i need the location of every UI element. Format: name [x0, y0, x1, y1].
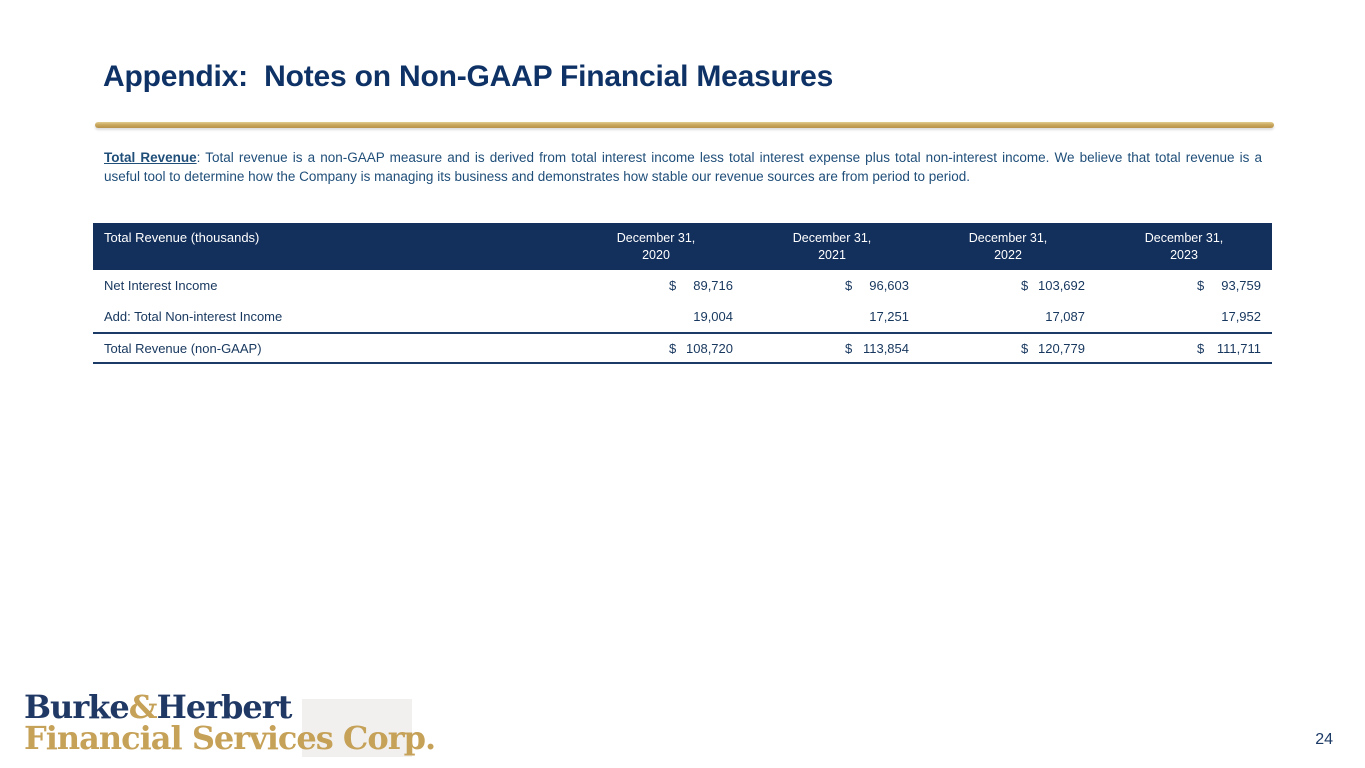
row-label: Add: Total Non-interest Income [104, 309, 283, 324]
currency-symbol: $ [1197, 278, 1205, 293]
cell: 17,251 [744, 309, 920, 324]
cell-value: 17,952 [1221, 309, 1261, 324]
logo-herbert: Herbert [156, 688, 293, 726]
cell: $120,779 [920, 341, 1096, 356]
cell: $89,716 [568, 278, 744, 293]
cell: 17,087 [920, 309, 1096, 324]
currency-symbol: $ [669, 340, 677, 356]
cell: 19,004 [568, 309, 744, 324]
currency-symbol: $ [845, 278, 853, 293]
page-number: 24 [1315, 731, 1333, 748]
logo-ampersand: & [128, 688, 158, 726]
currency-symbol: $ [1021, 340, 1029, 356]
column-header-line2: 2022 [994, 247, 1022, 262]
column-header-line1: December 31, [1144, 231, 1224, 245]
total-revenue-table: Total Revenue (thousands) December 31, 2… [93, 223, 1272, 364]
table-row-total-revenue: Total Revenue (non-GAAP) $108,720 $113,8… [93, 332, 1272, 364]
row-label: Net Interest Income [104, 278, 218, 293]
cell: $93,759 [1096, 278, 1272, 293]
cell: 17,952 [1096, 309, 1272, 324]
column-header-line1: December 31, [968, 231, 1048, 245]
company-logo: Burke&Herbert Financial Services Corp. [24, 691, 436, 757]
cell-value: 108,720 [686, 340, 733, 356]
table-header-row: Total Revenue (thousands) December 31, 2… [93, 223, 1272, 270]
cell-value: 17,251 [869, 309, 909, 324]
column-header-line1: December 31, [616, 231, 696, 245]
slide-title: Appendix: Notes on Non-GAAP Financial Me… [103, 60, 834, 93]
note-lead: Total Revenue [104, 150, 197, 165]
cell-value: 120,779 [1038, 340, 1085, 356]
currency-symbol: $ [669, 278, 677, 293]
currency-symbol: $ [845, 340, 853, 356]
column-header-line1: December 31, [792, 231, 872, 245]
cell-value: 113,854 [862, 340, 909, 356]
cell-value: 96,603 [869, 278, 909, 293]
row-label: Total Revenue (non-GAAP) [104, 340, 262, 356]
cell-value: 93,759 [1221, 278, 1261, 293]
logo-burke: Burke [24, 688, 130, 726]
logo-line2: Financial Services Corp. [24, 719, 436, 757]
cell: $103,692 [920, 278, 1096, 293]
column-header-2020: December 31, 2020 [568, 223, 744, 270]
note-paragraph: Total Revenue: Total revenue is a non-GA… [104, 149, 1262, 186]
cell: $96,603 [744, 278, 920, 293]
cell-value: 89,716 [693, 278, 733, 293]
table-row-non-interest-income: Add: Total Non-interest Income 19,004 17… [93, 301, 1272, 332]
cell-value: 19,004 [693, 309, 733, 324]
column-header-line2: 2021 [818, 247, 846, 262]
logo-line1: Burke&Herbert [24, 691, 435, 723]
logo-background-artifact [302, 699, 412, 757]
table-header-label: Total Revenue (thousands) [104, 230, 260, 245]
column-header-line2: 2020 [642, 247, 670, 262]
note-body: : Total revenue is a non-GAAP measure an… [104, 150, 1262, 184]
currency-symbol: $ [1197, 340, 1205, 356]
cell-value: 17,087 [1045, 309, 1085, 324]
cell-value: 111,711 [1216, 340, 1261, 356]
cell: $113,854 [744, 341, 920, 356]
cell: $108,720 [568, 341, 744, 356]
table-row-net-interest-income: Net Interest Income $89,716 $96,603 $103… [93, 270, 1272, 301]
column-header-2022: December 31, 2022 [920, 223, 1096, 270]
cell: $111,711 [1096, 341, 1272, 356]
column-header-line2: 2023 [1170, 247, 1198, 262]
cell-value: 103,692 [1038, 278, 1085, 293]
currency-symbol: $ [1021, 278, 1029, 293]
column-header-2021: December 31, 2021 [744, 223, 920, 270]
gold-divider [95, 122, 1274, 128]
column-header-2023: December 31, 2023 [1096, 223, 1272, 270]
